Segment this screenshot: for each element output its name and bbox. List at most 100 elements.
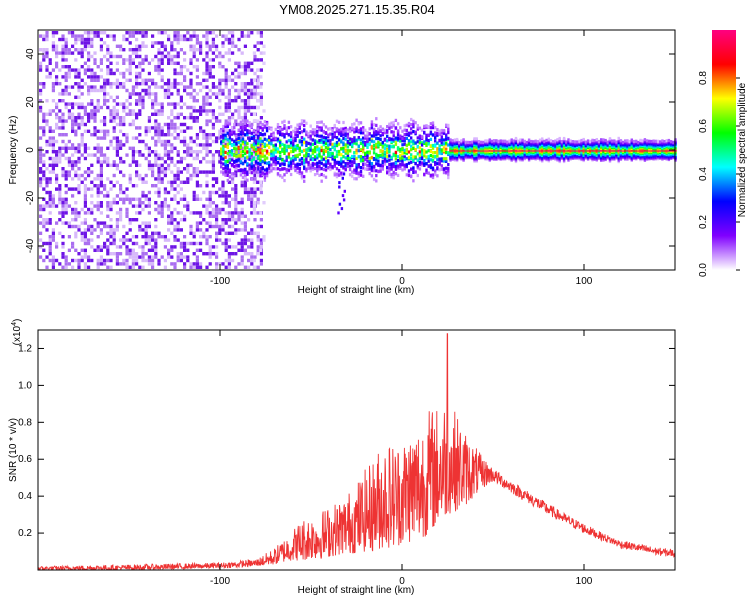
spectrogram-cell: [230, 172, 234, 176]
spectrogram-cell: [362, 140, 365, 144]
noise-cell: [42, 160, 46, 164]
noise-cell: [195, 224, 199, 229]
spectrogram-cell: [416, 140, 419, 144]
spectrogram-cell: [276, 156, 280, 161]
spectrogram-cell: [283, 146, 286, 150]
spectrogram-cell: [353, 170, 356, 175]
noise-cell: [218, 194, 222, 198]
noise-cell: [144, 78, 148, 82]
noise-cell: [259, 184, 263, 188]
noise-cell: [67, 65, 71, 69]
spectrogram-cell: [379, 153, 382, 157]
noise-cell: [42, 177, 46, 181]
spectrogram-cell: [298, 146, 301, 150]
spectrogram-cell: [368, 158, 371, 162]
spectrogram-cell: [484, 139, 487, 143]
spectrogram-cell: [316, 145, 319, 149]
noise-cell: [195, 143, 199, 147]
spectrogram-cell: [259, 120, 262, 124]
noise-cell: [106, 248, 110, 252]
noise-cell: [179, 241, 183, 246]
noise-cell: [147, 221, 151, 225]
noise-cell: [224, 109, 228, 113]
noise-cell: [176, 71, 180, 76]
noise-cell: [103, 82, 107, 86]
noise-cell: [173, 238, 177, 242]
spectrogram-cell: [220, 170, 223, 174]
spectrogram-cell: [279, 129, 282, 133]
spectrogram-cell: [270, 163, 273, 167]
noise-cell: [243, 85, 247, 89]
spectrogram-cell: [252, 137, 256, 141]
spectrogram-cell: [272, 137, 275, 141]
spectrogram-cell: [386, 159, 389, 163]
spectrogram-cell: [250, 152, 253, 156]
spectrogram-cell: [259, 126, 262, 130]
noise-cell: [224, 119, 228, 123]
spectrogram-cell: [276, 172, 280, 176]
spectrogram-cell: [222, 144, 225, 148]
spectrogram-cell: [427, 141, 430, 145]
noise-cell: [119, 156, 123, 161]
noise-cell: [205, 34, 209, 38]
noise-cell: [179, 34, 183, 38]
spectrogram-cell: [429, 158, 433, 162]
spectrogram-cell: [412, 142, 415, 146]
spectrogram-cell: [270, 166, 273, 170]
noise-cell: [77, 68, 81, 72]
noise-cell: [240, 238, 244, 242]
spectrogram-cell: [274, 155, 277, 159]
spectrogram-cell: [368, 127, 371, 131]
noise-cell: [154, 153, 158, 157]
spectrogram-cell: [372, 169, 376, 173]
noise-cell: [176, 126, 180, 130]
spectrogram-cell: [300, 143, 304, 147]
noise-cell: [90, 231, 94, 235]
spectrogram-cell: [403, 124, 406, 128]
spectrogram-cell: [355, 169, 358, 173]
noise-cell: [208, 102, 212, 106]
noise-cell: [128, 48, 132, 52]
spectrogram-cell: [252, 157, 256, 161]
noise-cell: [154, 143, 158, 147]
noise-cell: [48, 112, 52, 116]
noise-cell: [106, 224, 110, 229]
noise-cell: [218, 262, 222, 266]
noise-cell: [176, 37, 180, 42]
noise-cell: [227, 88, 231, 93]
spectrogram-cell: [241, 162, 245, 166]
spectrogram-cell: [431, 173, 435, 177]
noise-cell: [173, 163, 177, 167]
spectrogram-cell: [287, 152, 291, 156]
spectrogram-cell: [309, 146, 312, 150]
spectrogram-cell: [276, 123, 280, 127]
noise-cell: [48, 170, 52, 174]
noise-cell: [218, 238, 222, 242]
spectrogram-cell: [445, 123, 448, 127]
spectrogram-cell: [348, 137, 352, 141]
spectrogram-cell: [519, 138, 522, 142]
noise-cell: [167, 204, 171, 208]
noise-cell: [205, 265, 209, 269]
noise-cell: [80, 85, 84, 89]
noise-cell: [259, 190, 263, 195]
noise-cell: [64, 37, 68, 42]
noise-cell: [77, 105, 81, 110]
noise-cell: [215, 116, 219, 120]
spectrogram-cell: [366, 140, 369, 144]
noise-cell: [250, 156, 254, 161]
noise-cell: [99, 211, 103, 215]
noise-cell: [243, 99, 247, 103]
noise-cell: [125, 58, 129, 62]
spectrogram-cell: [244, 128, 247, 132]
spectrogram-cell: [440, 157, 443, 161]
spectrogram-cell: [224, 144, 227, 148]
spectrogram-cell: [244, 156, 247, 160]
spectrogram-cell: [329, 142, 332, 146]
noise-cell: [96, 136, 100, 140]
noise-cell: [189, 44, 193, 48]
noise-cell: [147, 167, 151, 171]
noise-cell: [141, 255, 145, 259]
noise-cell: [77, 156, 81, 161]
